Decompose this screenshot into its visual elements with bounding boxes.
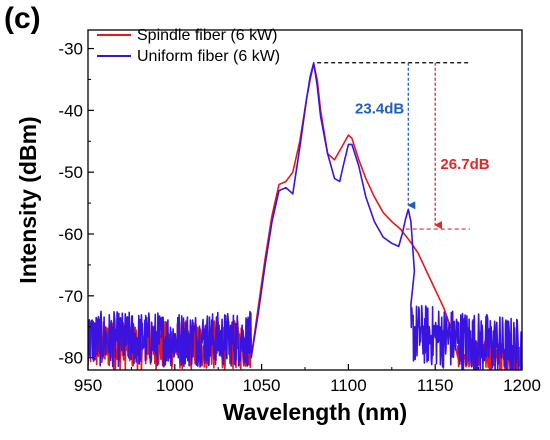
x-axis-title: Wavelength (nm) [223, 399, 407, 425]
x-tick-label: 1150 [417, 376, 454, 395]
annotation-label-red: 26.7dB [440, 156, 489, 173]
x-tick-label: 1200 [503, 376, 541, 395]
data-layer [88, 62, 522, 370]
panel-label: (c) [4, 2, 41, 35]
legend-label: Spindle fiber (6 kW) [137, 27, 278, 44]
y-tick-label: -30 [58, 40, 83, 59]
series-line-uniform [88, 62, 522, 370]
legend-label: Uniform fiber (6 kW) [137, 48, 280, 65]
x-tick-label: 1050 [243, 376, 281, 395]
y-tick-label: -50 [58, 163, 83, 182]
x-tick-label: 1100 [330, 376, 367, 395]
y-tick-label: -80 [58, 349, 83, 368]
y-tick-label: -70 [58, 287, 83, 306]
y-axis-title: Intensity (dBm) [15, 116, 41, 283]
annotation-label-blue: 23.4dB [355, 100, 404, 117]
x-tick-label: 1000 [156, 376, 194, 395]
x-tick-label: 950 [74, 376, 102, 395]
y-tick-label: -60 [58, 225, 83, 244]
y-tick-label: -40 [58, 101, 83, 120]
